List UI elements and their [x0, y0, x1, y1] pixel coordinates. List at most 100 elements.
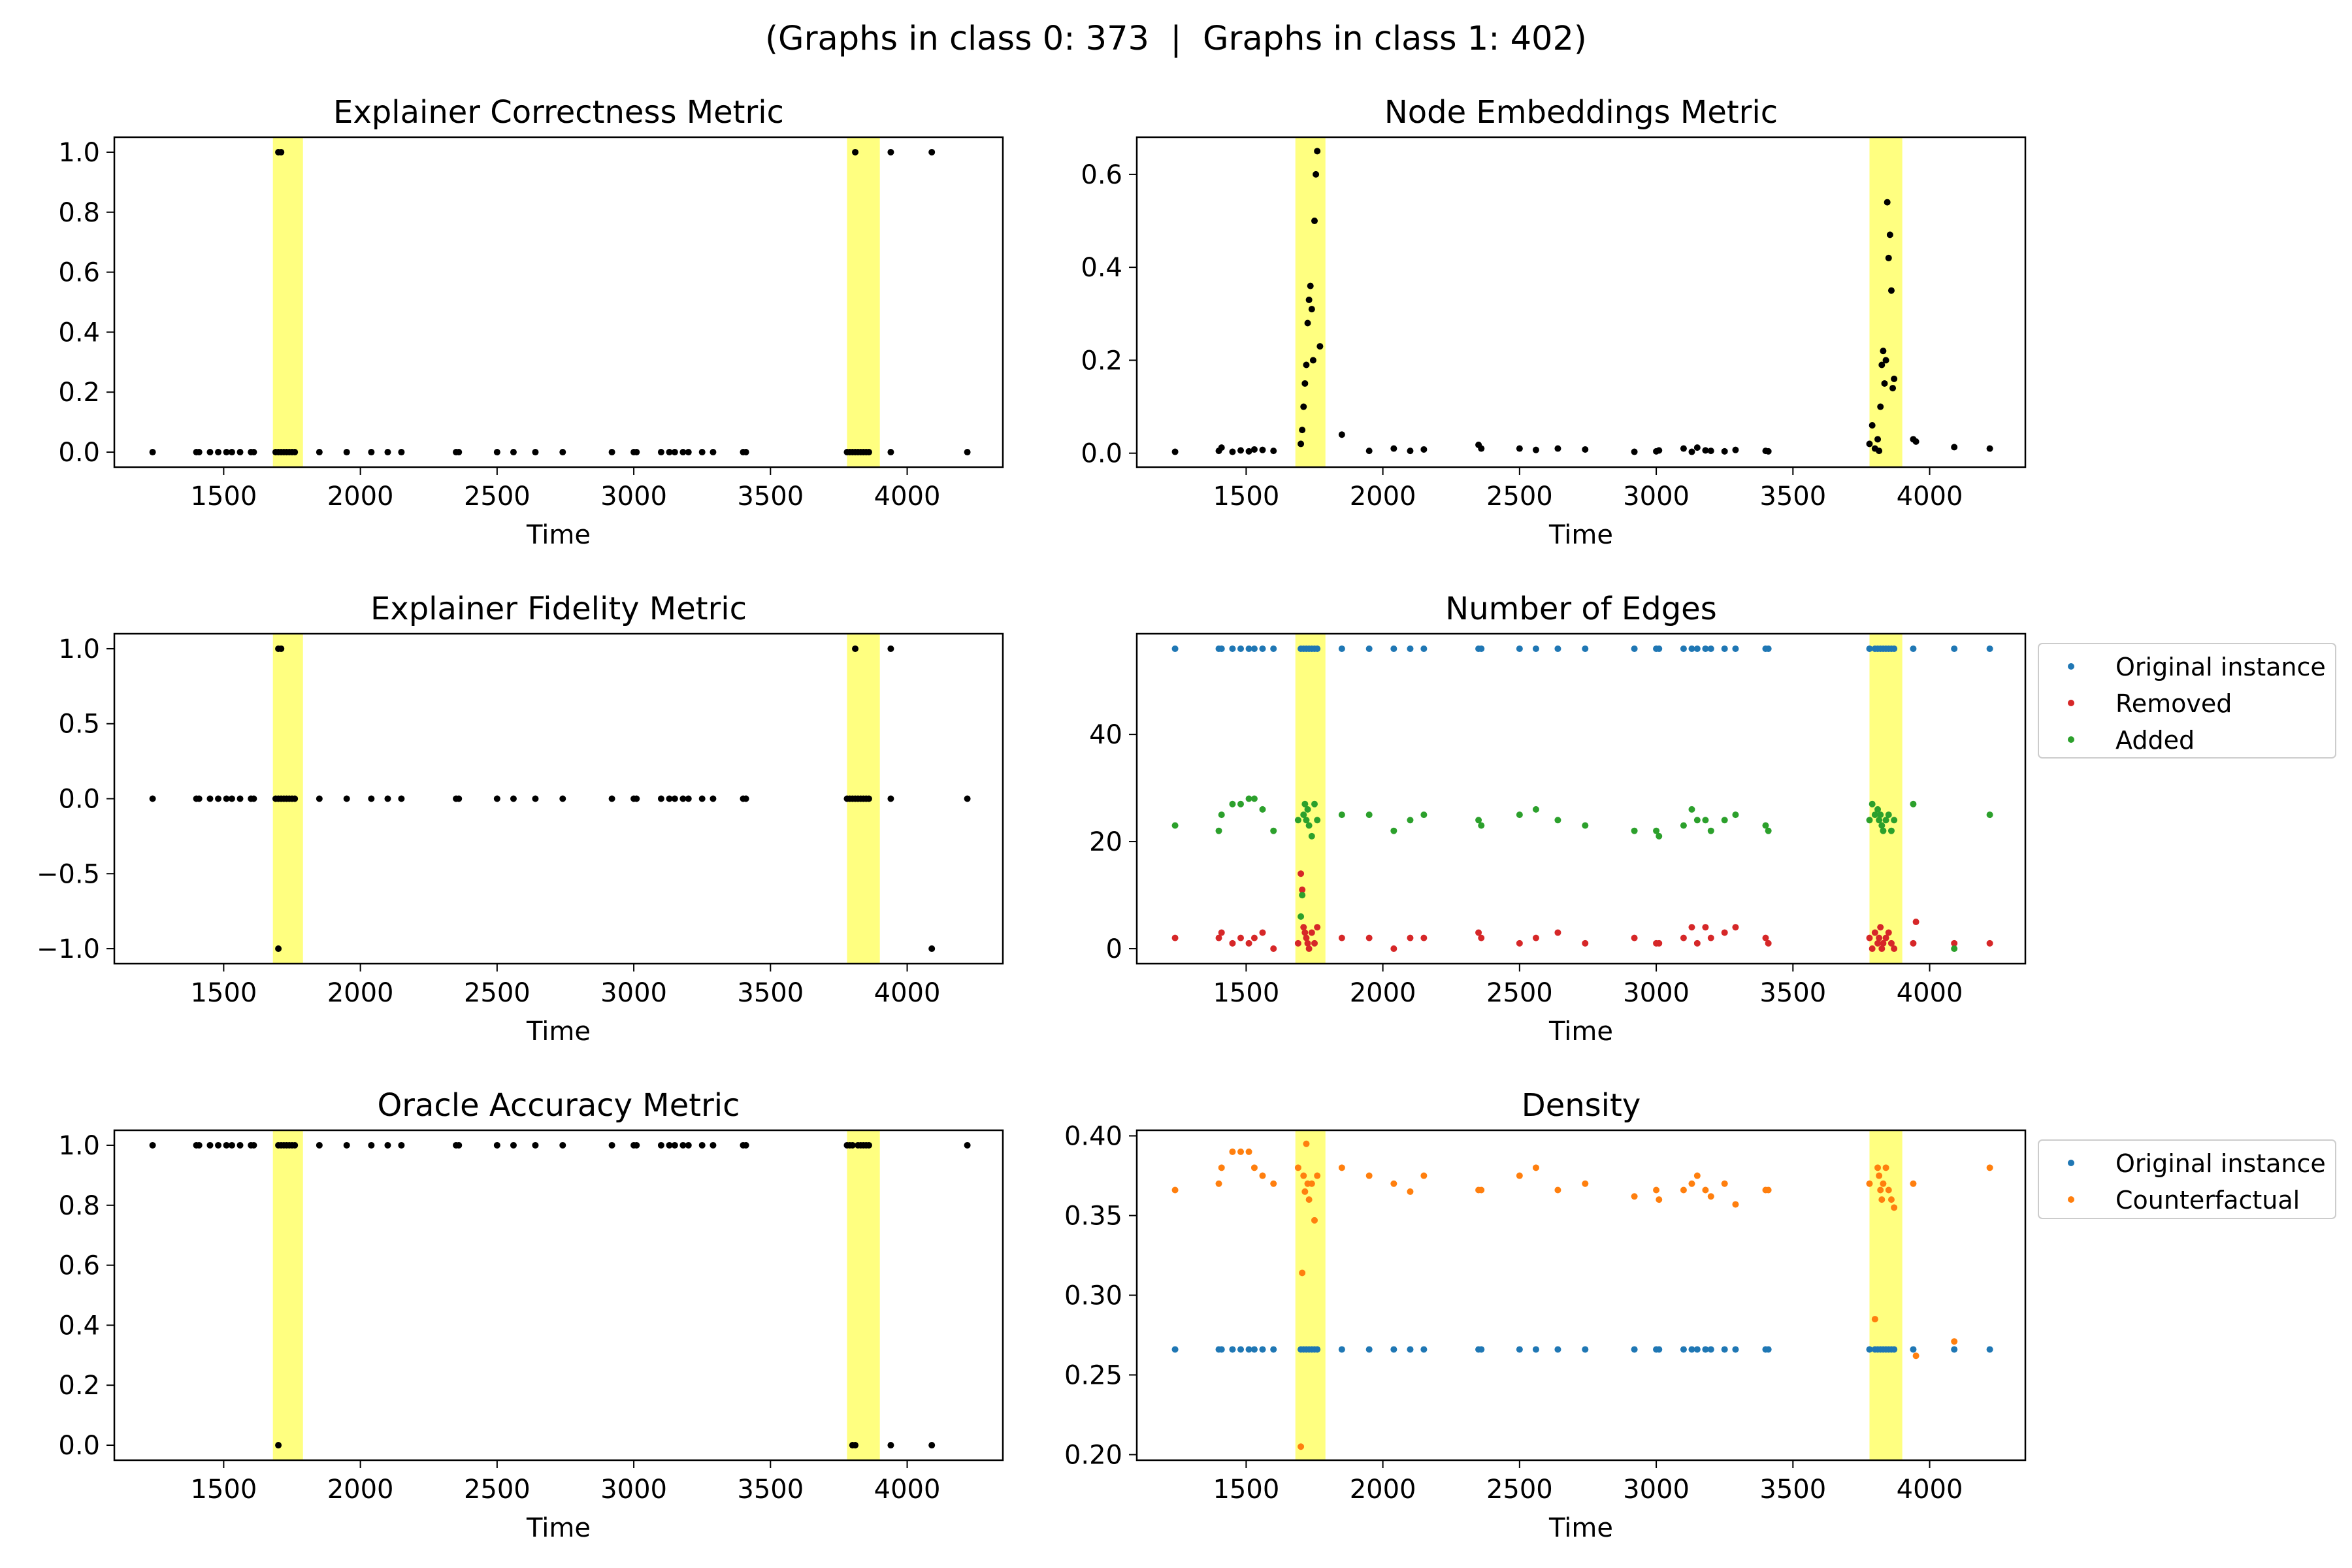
data-point — [1218, 645, 1225, 652]
data-point — [685, 449, 692, 456]
data-point — [608, 449, 615, 456]
data-point — [1532, 446, 1539, 453]
x-tick-label: 3000 — [600, 1475, 667, 1505]
data-point — [1876, 1172, 1883, 1179]
data-point — [250, 1141, 257, 1149]
data-point — [1298, 1443, 1305, 1450]
data-point — [1365, 1172, 1373, 1179]
data-point — [742, 449, 749, 456]
data-point — [1765, 1346, 1772, 1353]
x-axis-label: Time — [1548, 520, 1613, 550]
data-point — [1878, 945, 1886, 953]
data-point — [532, 449, 539, 456]
data-point — [1299, 1269, 1306, 1277]
data-point — [149, 449, 156, 456]
data-point — [698, 449, 706, 456]
highlight-span — [847, 1130, 880, 1460]
data-point — [1259, 929, 1266, 936]
data-point — [1245, 448, 1252, 455]
data-point — [278, 645, 285, 652]
data-point — [1656, 645, 1663, 652]
data-point — [1420, 1346, 1428, 1353]
data-point — [1308, 306, 1315, 313]
highlight-span — [1295, 1130, 1326, 1460]
data-point — [1631, 1346, 1638, 1353]
x-tick-label: 2500 — [464, 978, 531, 1008]
data-point — [685, 1141, 692, 1149]
data-point — [206, 449, 214, 456]
data-point — [1876, 934, 1883, 941]
data-point — [1951, 939, 1958, 947]
data-point — [1316, 343, 1324, 350]
data-point — [1866, 934, 1873, 941]
data-point — [149, 1141, 156, 1149]
x-tick-label: 4000 — [1897, 978, 1963, 1008]
y-tick-label: 0.2 — [58, 378, 100, 408]
data-point — [1874, 436, 1882, 443]
data-point — [1910, 800, 1917, 808]
data-point — [1390, 1346, 1397, 1353]
data-point — [1237, 1148, 1245, 1155]
data-point — [657, 795, 664, 802]
data-point — [1303, 361, 1310, 368]
x-tick-label: 3000 — [1623, 482, 1690, 512]
data-point — [1237, 447, 1245, 454]
data-point — [887, 1442, 894, 1449]
data-point — [1912, 438, 1919, 445]
data-point — [1304, 806, 1311, 813]
data-point — [368, 795, 375, 802]
data-point — [1390, 645, 1397, 652]
data-point — [1365, 1346, 1373, 1353]
data-point — [1250, 645, 1258, 652]
data-point — [1986, 1346, 1993, 1353]
highlight-span — [272, 137, 303, 467]
data-point — [1311, 800, 1318, 808]
data-point — [1304, 319, 1311, 327]
data-point — [1887, 827, 1895, 834]
data-point — [493, 795, 500, 802]
data-point — [1631, 1193, 1638, 1200]
data-point — [384, 449, 391, 456]
data-point — [964, 795, 971, 802]
data-point — [1688, 645, 1695, 652]
data-point — [1582, 446, 1589, 453]
data-point — [1554, 445, 1561, 452]
data-point — [215, 1141, 222, 1149]
data-point — [1245, 645, 1252, 652]
data-point — [928, 1442, 936, 1449]
y-tick-label: 0.25 — [1064, 1360, 1122, 1390]
data-point — [1871, 811, 1878, 819]
data-point — [1478, 822, 1485, 829]
data-point — [1887, 287, 1895, 294]
data-point — [852, 645, 859, 652]
data-point — [1721, 645, 1728, 652]
data-point — [1338, 934, 1345, 941]
data-point — [1891, 1204, 1898, 1211]
data-point — [1309, 357, 1316, 364]
legend-marker — [2068, 1160, 2074, 1166]
data-point — [195, 449, 203, 456]
data-point — [887, 449, 894, 456]
data-point — [1877, 403, 1884, 410]
data-point — [291, 1141, 299, 1149]
data-point — [1218, 929, 1225, 936]
data-point — [1305, 945, 1313, 953]
data-point — [1721, 1346, 1728, 1353]
x-axis-label: Time — [526, 1513, 591, 1543]
data-point — [1693, 939, 1701, 947]
y-tick-label: 0.6 — [58, 258, 100, 288]
data-point — [671, 449, 678, 456]
data-point — [666, 449, 673, 456]
chart-title: Density — [1522, 1087, 1641, 1124]
legend-label: Added — [2115, 726, 2195, 755]
data-point — [398, 1141, 405, 1149]
x-tick-label: 2000 — [1350, 482, 1416, 512]
plot-frame — [1135, 632, 2027, 965]
chart-title: Node Embeddings Metric — [1384, 94, 1778, 131]
legend: Original instance Counterfactual — [2038, 1139, 2336, 1219]
x-tick-label: 4000 — [874, 978, 941, 1008]
data-point — [1721, 448, 1728, 455]
data-point — [1171, 822, 1179, 829]
data-point — [657, 1141, 664, 1149]
data-point — [1313, 171, 1320, 178]
